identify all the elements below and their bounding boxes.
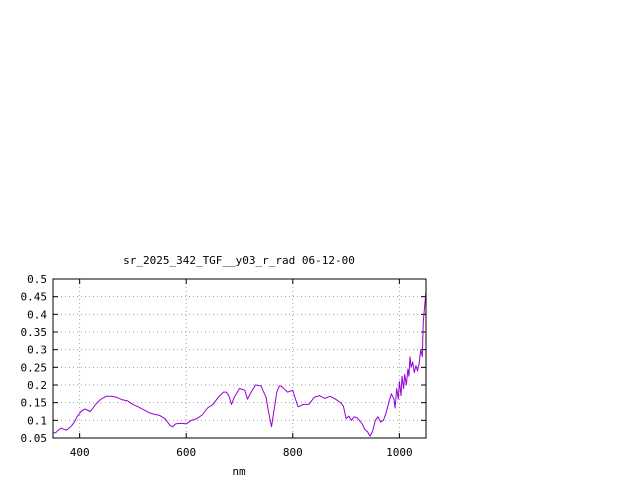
y-tick-label: 0.4 <box>27 308 47 321</box>
plot-frame <box>52 278 427 439</box>
y-axis-ticks: 0.05 0.1 0.15 0.2 0.25 0.3 0.35 0.4 0.45 0.5 <box>21 273 426 445</box>
x-axis-ticks: 400 600 800 1000 <box>70 279 413 459</box>
y-tick-label: 0.3 <box>27 344 47 357</box>
chart-title: sr_2025_342_TGF__y03_r_rad 06-12-00 <box>123 254 355 267</box>
y-tick-label: 0.35 <box>21 326 48 339</box>
x-tick-label: 600 <box>176 446 196 459</box>
y-tick-label: 0.15 <box>21 397 48 410</box>
x-tick-label: 800 <box>283 446 303 459</box>
grid <box>53 279 426 438</box>
x-tick-label: 1000 <box>386 446 413 459</box>
y-tick-label: 0.05 <box>21 432 48 445</box>
y-tick-label: 0.2 <box>27 379 47 392</box>
y-tick-label: 0.45 <box>21 291 48 304</box>
series-line <box>53 291 427 437</box>
y-tick-label: 0.1 <box>27 414 47 427</box>
y-tick-label: 0.25 <box>21 361 48 374</box>
y-tick-label: 0.5 <box>27 273 47 286</box>
x-tick-label: 400 <box>70 446 90 459</box>
x-axis-label: nm <box>232 465 246 478</box>
